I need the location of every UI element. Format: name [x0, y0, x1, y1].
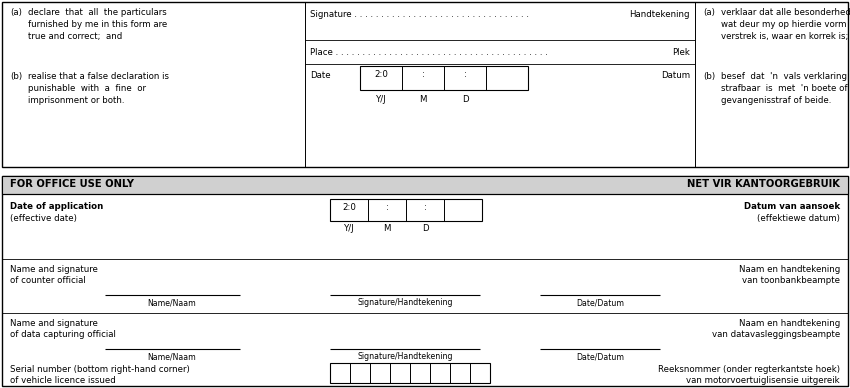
Text: Serial number (bottom right-hand corner): Serial number (bottom right-hand corner) — [10, 365, 190, 374]
Text: 2:0: 2:0 — [342, 203, 356, 212]
Text: Name/Naam: Name/Naam — [148, 298, 196, 307]
Bar — [360, 66, 528, 90]
Text: :: : — [423, 203, 427, 212]
Text: (a): (a) — [10, 8, 22, 17]
Text: Handtekening: Handtekening — [630, 10, 690, 19]
Text: van motorvoertuiglisensie uitgereik: van motorvoertuiglisensie uitgereik — [686, 376, 840, 385]
Text: van toonbankbeampte: van toonbankbeampte — [742, 276, 840, 285]
Bar — [330, 363, 490, 383]
Text: D: D — [462, 95, 468, 104]
Text: Name and signature: Name and signature — [10, 319, 98, 328]
Text: Signature . . . . . . . . . . . . . . . . . . . . . . . . . . . . . . . . .: Signature . . . . . . . . . . . . . . . … — [310, 10, 529, 19]
Text: Name/Naam: Name/Naam — [148, 352, 196, 361]
Bar — [330, 199, 482, 221]
Text: :: : — [422, 70, 424, 79]
Text: (effektiewe datum): (effektiewe datum) — [757, 214, 840, 223]
Text: Signature/Handtekening: Signature/Handtekening — [357, 298, 453, 307]
Text: realise that a false declaration is
punishable  with  a  fine  or
imprisonment o: realise that a false declaration is puni… — [28, 72, 169, 105]
Bar — [2, 2, 848, 167]
Text: M: M — [383, 224, 391, 233]
Text: Datum van aansoek: Datum van aansoek — [744, 202, 840, 211]
Text: Plek: Plek — [672, 48, 690, 57]
Text: Datum: Datum — [660, 71, 690, 80]
Text: Reeksnommer (onder regterkantste hoek): Reeksnommer (onder regterkantste hoek) — [658, 365, 840, 374]
Text: (effective date): (effective date) — [10, 214, 76, 223]
Text: :: : — [386, 203, 388, 212]
Text: of vehicle licence issued: of vehicle licence issued — [10, 376, 116, 385]
Text: 2:0: 2:0 — [374, 70, 388, 79]
Text: Y/J: Y/J — [376, 95, 386, 104]
Bar — [2, 176, 848, 386]
Text: NET VIR KANTOORGEBRUIK: NET VIR KANTOORGEBRUIK — [687, 179, 840, 189]
Text: Naam en handtekening: Naam en handtekening — [739, 265, 840, 274]
Text: besef  dat  'n  vals verklaring
strafbaar  is  met  'n boete of
gevangenisstraf : besef dat 'n vals verklaring strafbaar i… — [721, 72, 847, 105]
Text: Date/Datum: Date/Datum — [576, 352, 624, 361]
Bar — [2, 176, 848, 194]
Text: Date/Datum: Date/Datum — [576, 298, 624, 307]
Text: Name and signature: Name and signature — [10, 265, 98, 274]
Text: Naam en handtekening: Naam en handtekening — [739, 319, 840, 328]
Text: (b): (b) — [703, 72, 715, 81]
Text: FOR OFFICE USE ONLY: FOR OFFICE USE ONLY — [10, 179, 134, 189]
Text: D: D — [422, 224, 428, 233]
Text: Place . . . . . . . . . . . . . . . . . . . . . . . . . . . . . . . . . . . . . : Place . . . . . . . . . . . . . . . . . … — [310, 48, 548, 57]
Text: (b): (b) — [10, 72, 22, 81]
Text: :: : — [463, 70, 467, 79]
Text: Y/J: Y/J — [343, 224, 354, 233]
Text: verklaar dat alle besonderhede
wat deur my op hierdie vorm
verstrek is, waar en : verklaar dat alle besonderhede wat deur … — [721, 8, 850, 41]
Text: declare  that  all  the particulars
furnished by me in this form are
true and co: declare that all the particulars furnish… — [28, 8, 167, 41]
Text: Signature/Handtekening: Signature/Handtekening — [357, 352, 453, 361]
Text: M: M — [419, 95, 427, 104]
Text: of data capturing official: of data capturing official — [10, 330, 116, 339]
Text: of counter official: of counter official — [10, 276, 86, 285]
Text: (a): (a) — [703, 8, 715, 17]
Text: van datavasleggingsbeampte: van datavasleggingsbeampte — [711, 330, 840, 339]
Text: Date: Date — [310, 71, 331, 80]
Text: Date of application: Date of application — [10, 202, 103, 211]
